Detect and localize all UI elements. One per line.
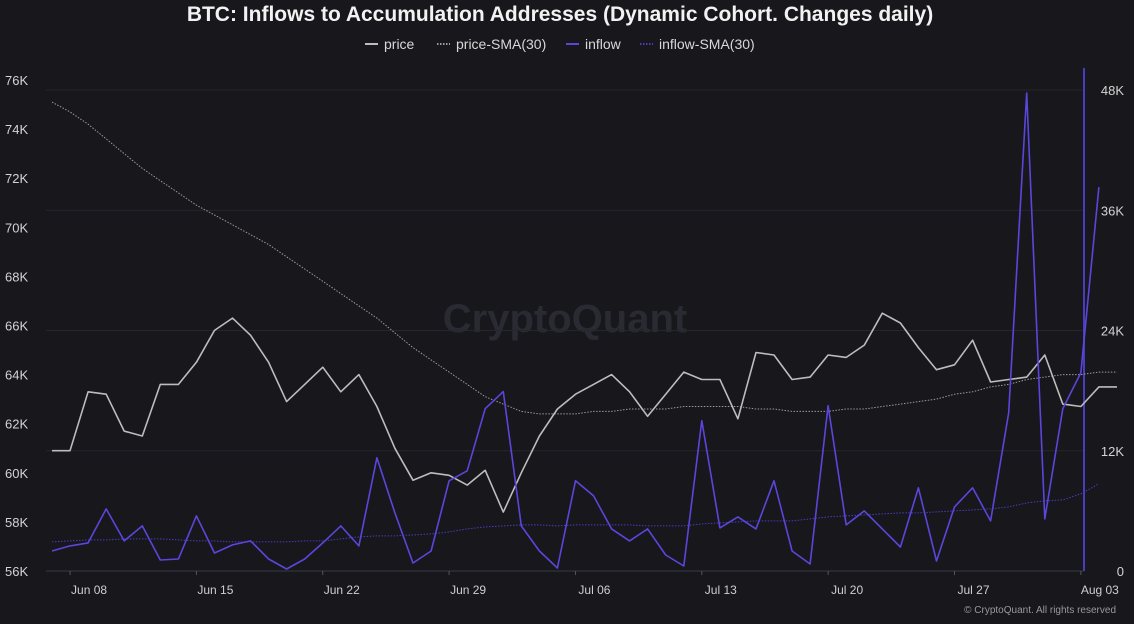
left-tick-label: 74K (5, 122, 28, 137)
right-tick-label: 36K (1101, 203, 1124, 218)
x-tick-label: Jul 06 (578, 583, 610, 597)
axes: 56K 58K 60K 62K 64K 66K 68K 70K 72K 74K 76K 0 12K 24K… (5, 68, 1124, 597)
left-tick-label: 76K (5, 73, 28, 88)
series-line-price (52, 312, 1117, 513)
x-tick-label: Jun 22 (324, 583, 360, 597)
legend-item-price[interactable]: price (365, 36, 415, 52)
legend-label: price-SMA(30) (456, 36, 546, 52)
x-tick-label: Jun 08 (71, 583, 107, 597)
legend-item-price-sma[interactable]: price-SMA(30) (437, 36, 546, 52)
right-tick-label: 48K (1101, 83, 1124, 98)
left-tick-label: 64K (5, 368, 28, 383)
left-tick-label: 62K (5, 417, 28, 432)
x-tick-label: Jul 13 (705, 583, 737, 597)
series (51, 92, 1117, 570)
left-tick-label: 66K (5, 319, 28, 334)
right-tick-label: 12K (1101, 444, 1124, 459)
x-tick-label: Jul 20 (831, 583, 863, 597)
grid (46, 89, 1084, 452)
x-tick-label: Jun 15 (197, 583, 233, 597)
chart-title: BTC: Inflows to Accumulation Addresses (… (187, 3, 933, 26)
copyright: © CryptoQuant. All rights reserved (964, 605, 1116, 616)
legend-item-inflow[interactable]: inflow (566, 36, 622, 52)
left-tick-label: 56K (5, 564, 28, 579)
watermark: CryptoQuant (443, 297, 687, 341)
legend-item-inflow-sma[interactable]: inflow-SMA(30) (640, 36, 755, 52)
x-tick-label: Jul 27 (957, 583, 989, 597)
series-line-inflow (51, 92, 1100, 570)
left-tick-label: 68K (5, 269, 28, 284)
right-tick-label: 24K (1101, 324, 1124, 339)
legend-label: price (384, 36, 415, 52)
x-tick-label: Jun 29 (450, 583, 486, 597)
legend-label: inflow-SMA(30) (659, 36, 755, 52)
x-tick-label: Aug 03 (1081, 583, 1119, 597)
series-line-inflow-sma (51, 483, 1100, 543)
left-tick-label: 58K (5, 515, 28, 530)
series-line-price-sma (51, 101, 1117, 415)
legend-label: inflow (585, 36, 622, 52)
left-tick-label: 60K (5, 466, 28, 481)
right-tick-label: 0 (1117, 564, 1124, 579)
left-tick-label: 72K (5, 171, 28, 186)
left-tick-label: 70K (5, 220, 28, 235)
legend: price price-SMA(30) inflow inflow-SMA(30) (365, 36, 755, 52)
